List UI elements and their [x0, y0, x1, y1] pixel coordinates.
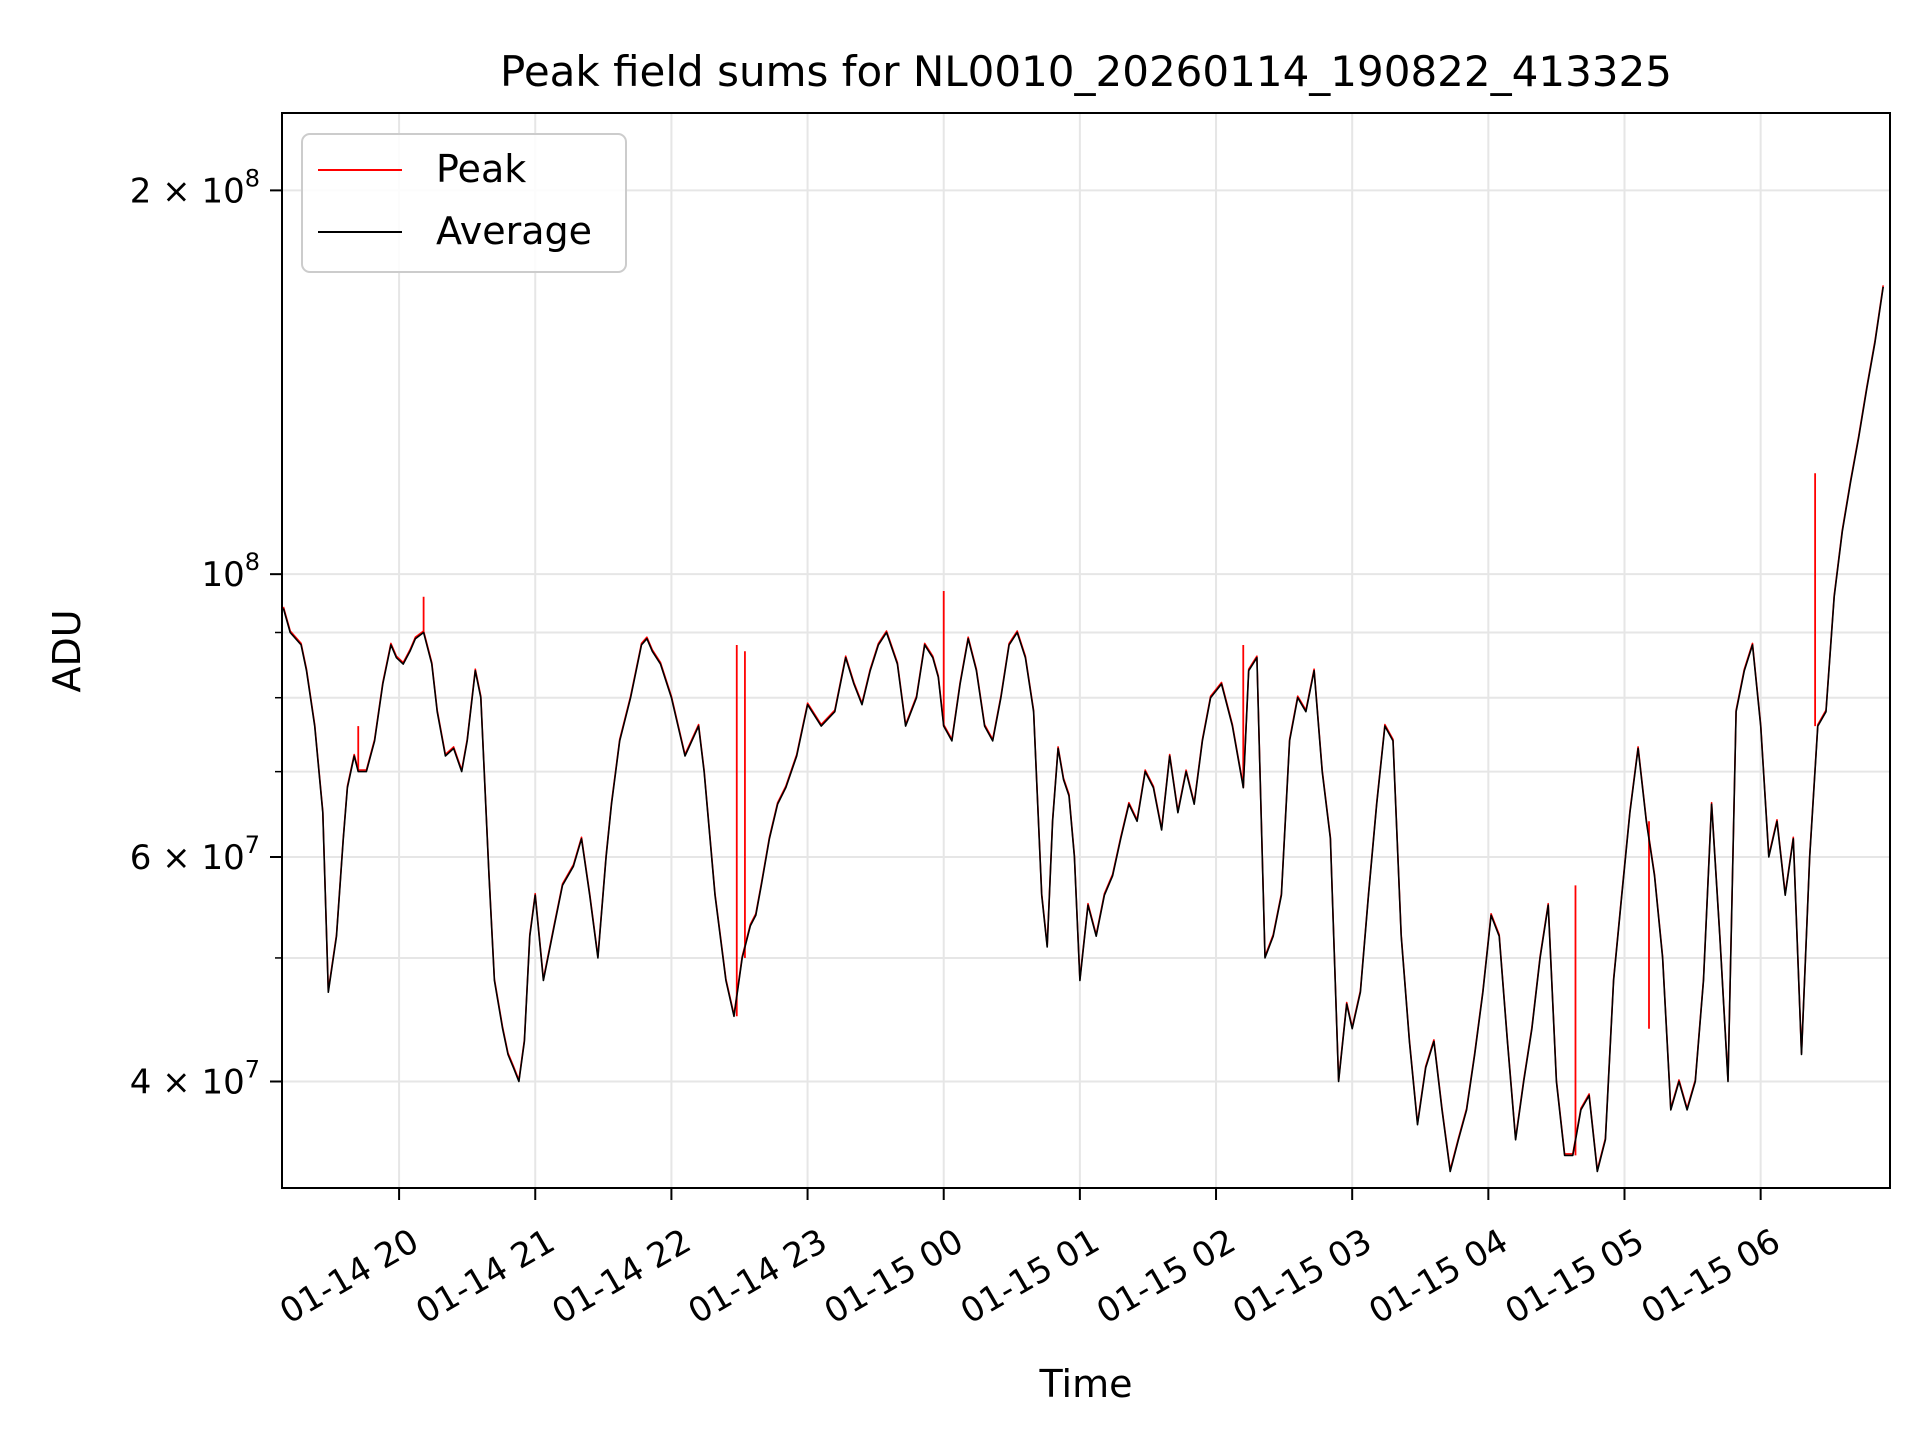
plot-frame: [281, 112, 1891, 1189]
legend-box: [301, 133, 627, 273]
y-tick-label-2: 108: [201, 548, 260, 595]
average-series-line: [282, 286, 1884, 1173]
chart-title: Peak field sums for NL0010_20260114_1908…: [500, 47, 1672, 96]
y-axis-label: ADU: [45, 609, 89, 692]
legend-peak-label: Peak: [436, 147, 526, 191]
x-axis-label: Time: [1039, 1362, 1133, 1406]
y-axis: 4 × 107 6 × 107 108 2 × 108: [130, 164, 282, 1102]
plot-area: [282, 285, 1884, 1173]
y-tick-label-0: 4 × 107: [130, 1055, 260, 1102]
legend: Peak Average: [301, 133, 627, 273]
grid: [282, 113, 1890, 1188]
y-tick-label-3: 2 × 108: [130, 164, 260, 211]
y-tick-label-1: 6 × 107: [130, 831, 260, 878]
legend-average-label: Average: [436, 209, 592, 253]
